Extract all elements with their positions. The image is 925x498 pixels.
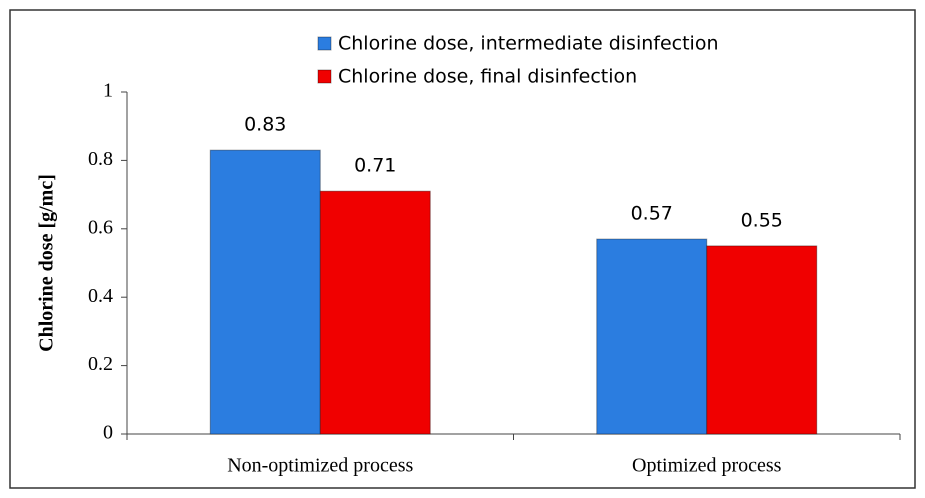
y-tick-label: 0.6: [88, 216, 113, 238]
value-label: 0.71: [354, 155, 396, 177]
bar: [209, 149, 321, 435]
value-label: 0.55: [741, 209, 783, 231]
y-tick-label: 0: [103, 422, 113, 444]
y-tick-label: 0.4: [88, 285, 113, 307]
bar: [319, 190, 431, 435]
y-tick-label: 1: [103, 80, 113, 102]
x-tick-label: Non-optimized process: [227, 455, 413, 477]
value-label: 0.83: [244, 114, 286, 136]
legend-label: Chlorine dose, final disinfection: [338, 66, 637, 88]
y-axis-label: Chlorine dose [g/mc]: [36, 174, 58, 352]
legend-swatch: [317, 69, 332, 84]
value-label: 0.57: [631, 203, 673, 225]
x-tick-label: Optimized process: [632, 455, 782, 477]
bar: [596, 238, 708, 435]
legend-label: Chlorine dose, intermediate disinfection: [338, 33, 719, 55]
legend-swatch: [317, 36, 332, 51]
y-tick-label: 0.8: [88, 148, 113, 170]
bar: [706, 245, 818, 435]
y-tick-label: 0.2: [88, 353, 113, 375]
